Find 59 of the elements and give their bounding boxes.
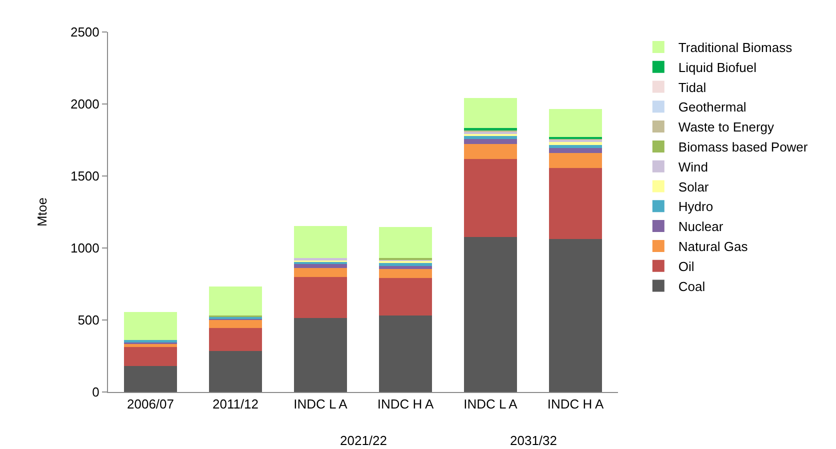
legend-label: Solar xyxy=(678,179,710,194)
x-tick-label: INDC L A xyxy=(294,396,348,412)
y-tick-label: 500 xyxy=(78,312,100,328)
bar xyxy=(464,138,517,144)
legend-label: Waste to Energy xyxy=(678,120,775,135)
bar xyxy=(549,152,602,168)
bar xyxy=(549,168,602,240)
bar xyxy=(209,286,262,316)
bar xyxy=(294,226,347,258)
legend-label: Biomass based Power xyxy=(678,140,808,155)
legend-label: Natural Gas xyxy=(678,239,748,254)
text: 2021/22 xyxy=(340,433,387,448)
bar xyxy=(549,145,602,148)
legend-label: Hydro xyxy=(678,199,714,214)
bar xyxy=(294,268,347,277)
legend-label: Nuclear xyxy=(678,219,724,234)
bar xyxy=(549,142,602,146)
x-tick-label: INDC H A xyxy=(377,396,434,412)
bar xyxy=(294,318,347,392)
x-tick-label: 2006/07 xyxy=(127,396,174,412)
bar xyxy=(379,269,432,278)
bar xyxy=(294,264,347,268)
bar xyxy=(209,328,262,351)
x-tick-label: 2011/12 xyxy=(212,396,259,412)
bar xyxy=(379,316,432,392)
x-tick-label: INDC H A xyxy=(547,396,604,412)
bar xyxy=(464,159,517,238)
bar xyxy=(124,312,177,340)
y-tick-label: 2500 xyxy=(70,24,100,40)
bar xyxy=(124,347,177,366)
bar xyxy=(124,366,177,392)
y-tick-label: 1000 xyxy=(70,240,100,256)
bar xyxy=(549,148,602,153)
legend-label: Geothermal xyxy=(678,100,746,115)
bar xyxy=(549,109,602,137)
bar xyxy=(464,144,517,160)
text: 2031/32 xyxy=(510,433,557,448)
bar xyxy=(379,262,432,266)
x-tick-label: INDC L A xyxy=(464,396,518,412)
bar xyxy=(549,239,602,392)
bar xyxy=(464,98,517,128)
bar xyxy=(464,136,517,139)
y-tick-label: 2000 xyxy=(70,96,100,112)
legend-label: Wind xyxy=(678,159,708,174)
bar xyxy=(379,266,432,270)
legend-label: Traditional Biomass xyxy=(678,40,793,56)
legend-label: Liquid Biofuel xyxy=(678,60,757,75)
bar xyxy=(379,278,432,316)
legend-label: Coal xyxy=(678,278,706,294)
bar xyxy=(464,237,517,392)
bar xyxy=(209,350,262,392)
legend-label: Tidal xyxy=(678,80,706,95)
legend-label: Oil xyxy=(678,258,694,274)
y-axis-title: Mtoe xyxy=(34,198,50,226)
y-tick-label: 0 xyxy=(92,384,100,400)
bar xyxy=(379,226,432,258)
bar xyxy=(209,320,262,328)
bar xyxy=(294,276,347,318)
y-tick-label: 1500 xyxy=(70,168,100,184)
